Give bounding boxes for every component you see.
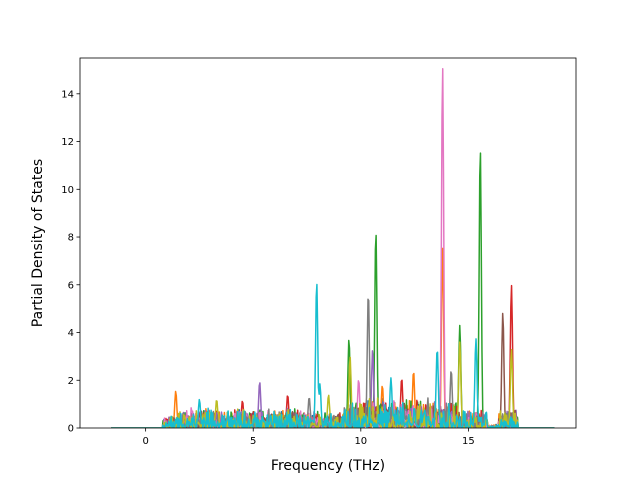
x-axis-label: Frequency (THz) (271, 458, 385, 474)
axes-frame (79, 57, 577, 429)
x-tick-label: 15 (462, 436, 475, 447)
y-tick-label: 14 (61, 89, 74, 100)
x-axis-ticks: 0 5 10 15 (142, 428, 475, 447)
y-axis-ticks: 0 2 4 6 8 10 12 14 (61, 89, 80, 435)
plot-area (79, 57, 577, 429)
y-axis-label: Partial Density of States (30, 159, 46, 327)
series-layer (111, 68, 555, 428)
y-tick-label: 0 (68, 424, 74, 435)
y-tick-label: 6 (68, 280, 74, 291)
series-line-8 (111, 341, 555, 428)
y-tick-label: 2 (68, 376, 74, 387)
y-tick-label: 10 (61, 185, 74, 196)
x-tick-label: 10 (354, 436, 367, 447)
x-tick-label: 5 (250, 436, 256, 447)
y-tick-label: 8 (68, 233, 74, 244)
y-tick-label: 12 (61, 137, 74, 148)
y-tick-label: 4 (68, 328, 74, 339)
x-tick-label: 0 (142, 436, 148, 447)
